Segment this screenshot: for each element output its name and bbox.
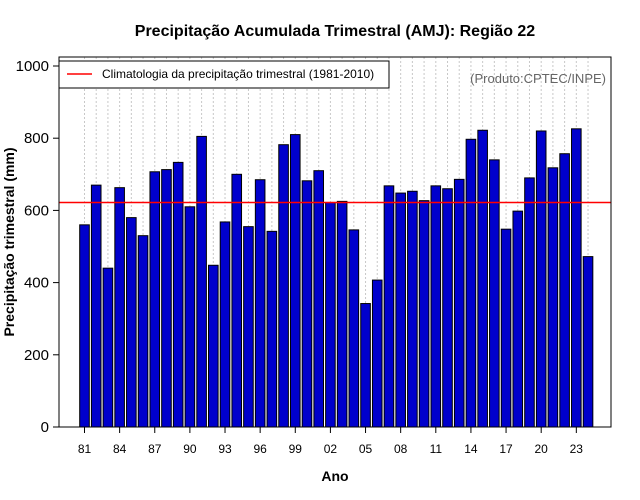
bar <box>289 134 301 428</box>
x-tick-label: 17 <box>499 442 513 456</box>
bar <box>360 303 371 428</box>
credit-text: (Produto:CPTEC/INPE) <box>470 71 606 86</box>
y-axis: 0 200 400 600 800 1000 <box>16 58 59 436</box>
bar <box>184 206 196 428</box>
bar <box>126 217 137 428</box>
bar <box>336 200 348 428</box>
bar <box>161 169 172 428</box>
bar <box>453 178 465 428</box>
bar <box>348 229 360 428</box>
bar <box>512 210 524 428</box>
bar <box>243 226 254 428</box>
bar <box>325 201 336 428</box>
y-tick-label: 800 <box>24 130 49 147</box>
bar <box>102 267 114 428</box>
x-tick-label: 81 <box>78 442 92 456</box>
bar <box>559 153 570 428</box>
bar <box>371 279 383 428</box>
bar <box>524 177 535 428</box>
bar <box>500 228 512 428</box>
legend-label: Climatologia da precipitação trimestral … <box>102 67 374 81</box>
y-tick-label: 600 <box>24 202 49 219</box>
bar <box>547 167 559 428</box>
bar <box>571 128 582 428</box>
bar <box>301 180 313 428</box>
bar <box>430 185 442 428</box>
x-tick-label: 93 <box>218 442 232 456</box>
x-tick-label: 05 <box>359 442 373 456</box>
x-tick-label: 14 <box>464 442 478 456</box>
bar <box>313 170 324 428</box>
bar <box>208 264 219 428</box>
x-tick-label: 96 <box>253 442 267 456</box>
y-axis-label: Precipitação trimestral (mm) <box>1 147 17 336</box>
bar <box>149 171 161 428</box>
bar <box>418 200 430 428</box>
bar <box>137 235 149 428</box>
bar <box>254 179 266 428</box>
x-tick-label: 99 <box>289 442 303 456</box>
x-tick-label: 08 <box>394 442 408 456</box>
bar <box>196 135 207 428</box>
bars <box>79 128 594 428</box>
legend: Climatologia da precipitação trimestral … <box>58 60 390 89</box>
x-tick-label: 84 <box>113 442 127 456</box>
x-axis-label: Ano <box>321 468 348 484</box>
bar <box>535 130 547 428</box>
x-tick-label: 90 <box>183 442 197 456</box>
plot-frame <box>58 56 612 428</box>
x-tick-label: 23 <box>570 442 584 456</box>
y-tick-label: 0 <box>41 419 49 436</box>
bar <box>582 256 594 428</box>
bar <box>489 159 500 428</box>
bar <box>231 173 243 428</box>
bar <box>114 187 125 428</box>
x-axis: 81 84 87 90 93 96 99 02 05 08 11 14 17 20 23 <box>78 427 583 456</box>
bar <box>219 221 231 428</box>
y-tick-label: 400 <box>24 275 49 292</box>
bar <box>383 185 395 428</box>
bar <box>477 129 488 428</box>
y-tick-label: 1000 <box>16 58 49 75</box>
x-tick-label: 11 <box>430 442 443 456</box>
bar <box>407 190 418 428</box>
x-tick-label: 87 <box>148 442 162 456</box>
x-tick-label: 20 <box>535 442 549 456</box>
chart-title: Precipitação Acumulada Trimestral (AMJ):… <box>135 23 536 40</box>
bar <box>90 184 102 428</box>
bar <box>442 188 453 428</box>
bar <box>465 138 477 428</box>
bar <box>278 144 289 428</box>
x-tick-label: 02 <box>324 442 338 456</box>
bar <box>79 224 90 428</box>
bar <box>395 192 406 428</box>
y-tick-label: 200 <box>24 347 49 364</box>
bar <box>266 230 278 428</box>
legend-box <box>58 60 390 89</box>
